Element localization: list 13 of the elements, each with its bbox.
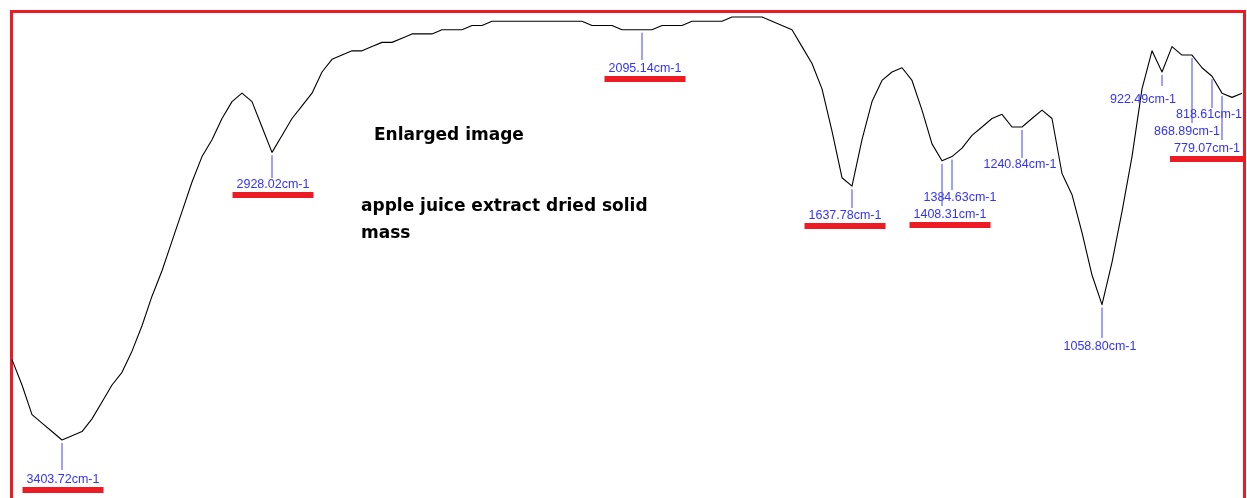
annotation: 2928.02cm-1: [236, 177, 310, 191]
annotation: 1240.84cm-1: [983, 157, 1057, 171]
annotation: 1058.80cm-1: [1063, 339, 1137, 353]
annotation: 779.07cm-1: [1173, 141, 1241, 155]
annotation: Enlarged image: [374, 124, 524, 144]
text: 3403.72cm-1: [26, 472, 100, 486]
annotation: 1637.78cm-1: [808, 208, 882, 222]
annotation: 868.89cm-1: [1153, 124, 1221, 138]
annotation: 818.61cm-1: [1175, 107, 1243, 121]
annotation: apple juice extract dried solid mass: [361, 195, 648, 242]
annotation: 2095.14cm-1: [608, 61, 682, 75]
annotation: 1384.63cm-1: [923, 190, 997, 204]
annotation: 1408.31cm-1: [913, 207, 987, 221]
